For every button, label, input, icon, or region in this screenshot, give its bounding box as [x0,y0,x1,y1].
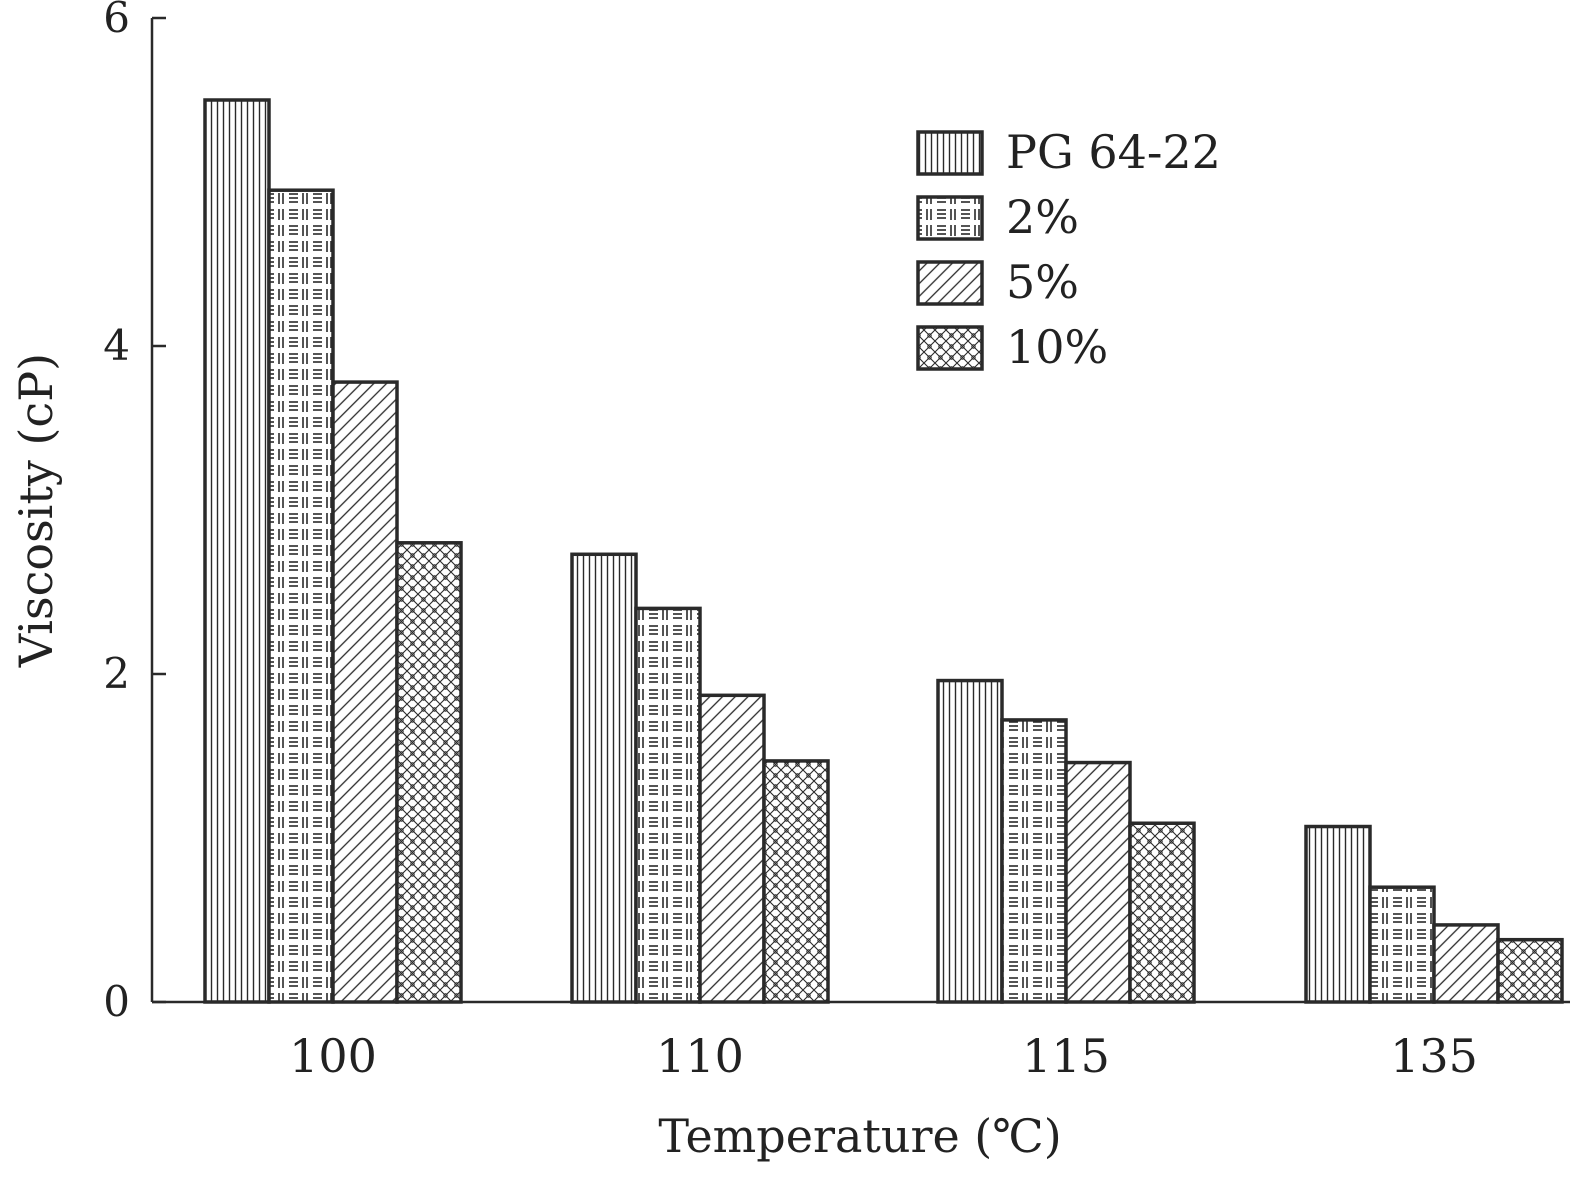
bar-100-series-2 [267,188,335,1004]
legend-label: 2% [1006,190,1079,244]
legend-label: 10% [1006,320,1108,374]
bar-135-series-1 [1304,824,1372,1004]
legend-swatch [916,325,984,371]
y-tick-label: 4 [103,321,130,370]
bar-110-series-1 [570,552,638,1004]
y-tick-label: 2 [103,649,130,698]
bar-135-series-3 [1432,923,1500,1004]
x-axis-title: Temperature (℃) [658,1109,1061,1163]
x-tick-label: 100 [289,1029,377,1083]
y-axis-title: Viscosity (cP) [9,353,63,668]
bar-110-series-4 [762,759,830,1004]
x-tick-label: 115 [1022,1029,1110,1083]
legend: PG 64-22 2% 5% 10% [916,125,1221,374]
bar-100-series-4 [395,541,463,1004]
bar-100-series-1 [203,98,271,1004]
x-tick-label: 110 [656,1029,744,1083]
bar-100-series-3 [331,380,399,1004]
bar-115-series-2 [1000,718,1068,1004]
legend-label: 5% [1006,255,1079,309]
bar-115-series-1 [936,678,1004,1004]
bars-layer [203,98,1564,1004]
x-tick-label: 135 [1390,1029,1478,1083]
bar-110-series-3 [698,693,766,1004]
bar-110-series-2 [634,606,702,1004]
legend-swatch [916,130,984,176]
legend-swatch [916,260,984,306]
bar-135-series-4 [1496,937,1564,1004]
y-tick-label: 6 [103,0,130,42]
axes-layer: 0 2 4 6 100 110 115 135 [103,0,1570,1083]
bar-115-series-4 [1128,821,1196,1004]
bar-135-series-2 [1368,885,1436,1004]
legend-label: PG 64-22 [1006,125,1221,179]
legend-swatch [916,195,984,241]
y-tick-label: 0 [103,977,130,1026]
bar-115-series-3 [1064,760,1132,1004]
